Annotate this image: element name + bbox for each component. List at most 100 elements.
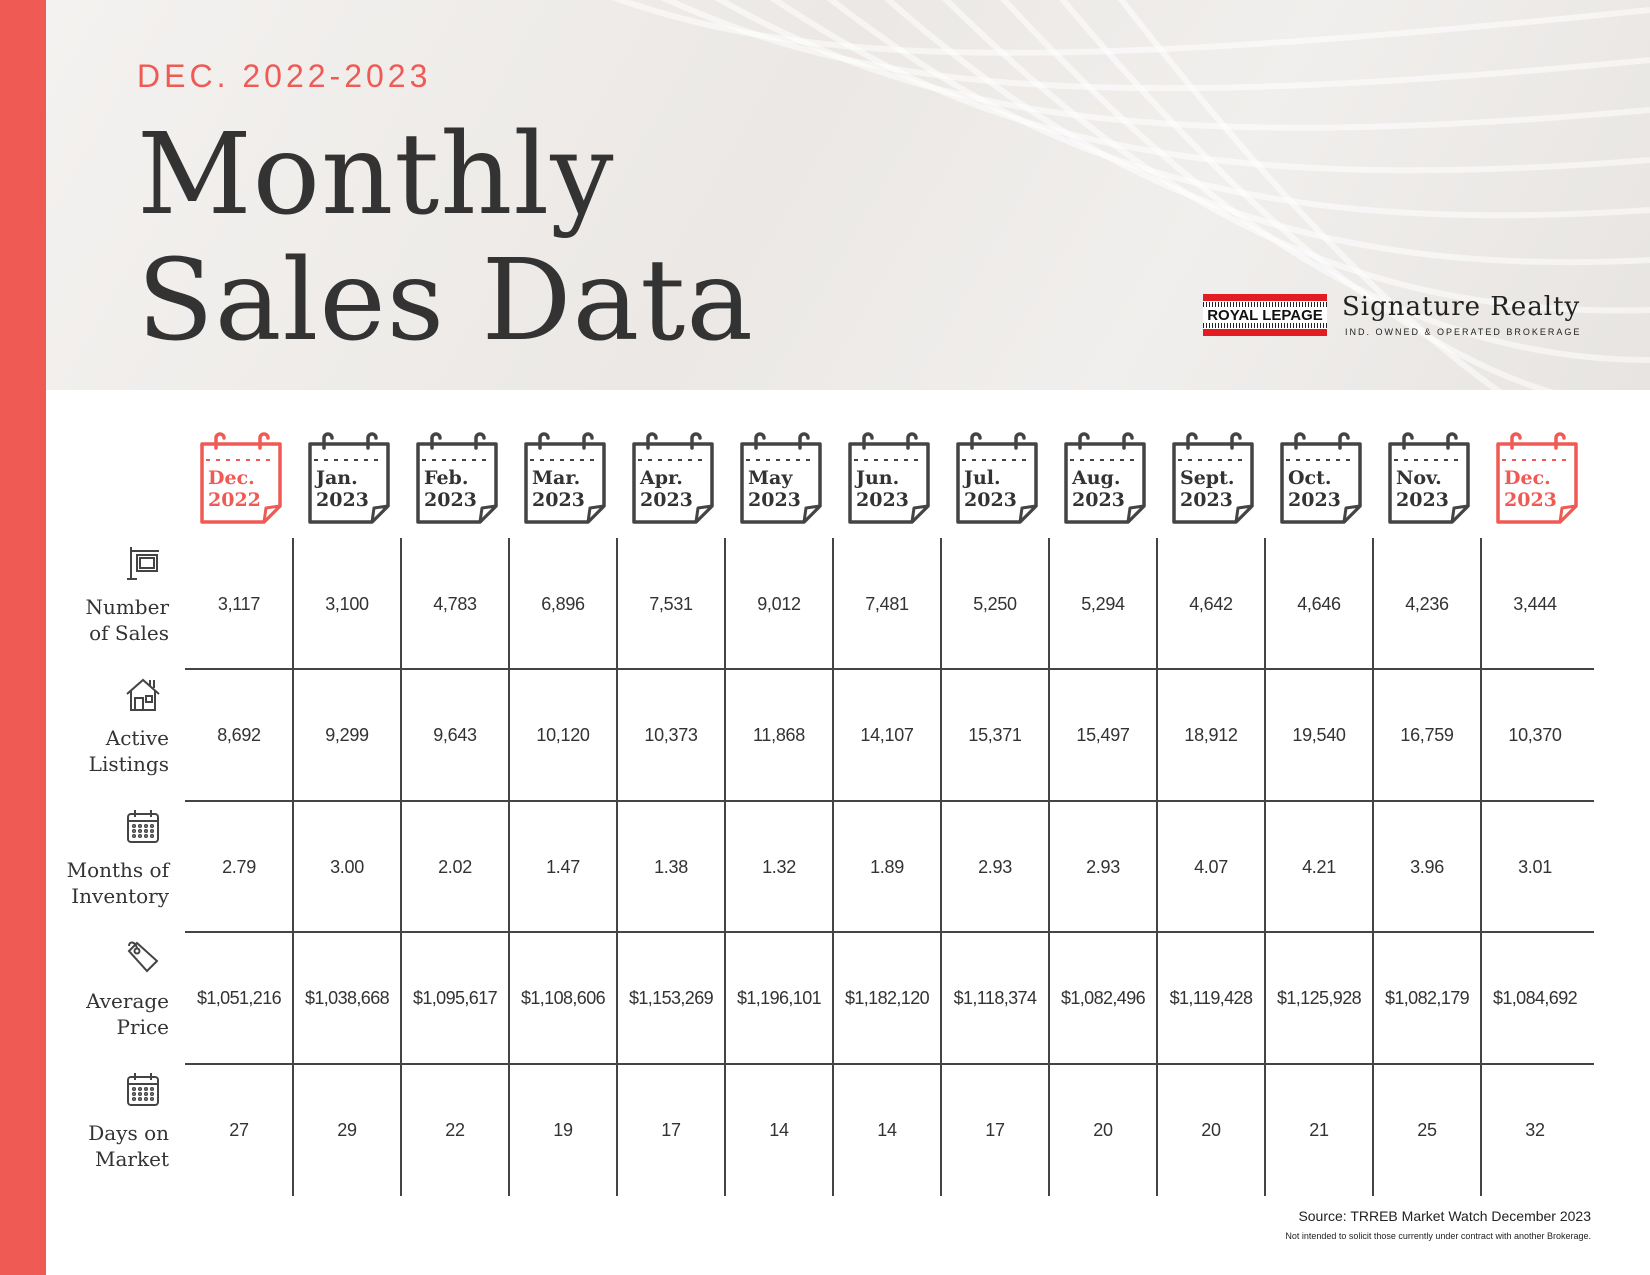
month-label: Aug.: [1072, 467, 1121, 489]
table-cell: $1,084,692: [1492, 988, 1578, 1008]
table-cell: 5,250: [973, 594, 1017, 614]
month-label: Jan.: [316, 467, 358, 489]
table-cell: $1,119,428: [1169, 988, 1253, 1008]
table-cell: 4.07: [1194, 857, 1228, 877]
column-divider: [1048, 538, 1050, 1196]
table-cell: 2.93: [978, 857, 1012, 877]
row-divider: [185, 668, 1594, 670]
table-cell: 15,371: [968, 725, 1022, 745]
year-label: 2023: [748, 489, 801, 511]
table-cell: 20: [1093, 1120, 1113, 1140]
table-cell: 2.79: [222, 857, 256, 877]
month-header-10: Oct. 2023: [1278, 432, 1364, 528]
row-divider: [185, 800, 1594, 802]
row-divider: [185, 1063, 1594, 1065]
table-cell: 9,012: [757, 594, 801, 614]
row-label: Active Listings: [19, 725, 169, 777]
column-divider: [1480, 538, 1482, 1196]
row-label-line1: Months of: [66, 858, 169, 882]
royal-lepage-logo: ROYAL LEPAGE: [1203, 294, 1327, 336]
calendar-page-icon: [1496, 432, 1578, 524]
month-label: Apr.: [640, 467, 683, 489]
table-cell: 9,643: [433, 725, 477, 745]
table-cell: 8,692: [217, 725, 261, 745]
source-note: Source: TRREB Market Watch December 2023: [1298, 1208, 1591, 1224]
table-cell: 14: [877, 1120, 897, 1140]
row-divider: [185, 931, 1594, 933]
calendar-icon: [123, 1069, 163, 1109]
table-cell: 4,646: [1297, 594, 1341, 614]
month-label: Feb.: [424, 467, 469, 489]
column-divider: [292, 538, 294, 1196]
table-cell: $1,108,606: [520, 988, 606, 1008]
table-cell: $1,196,101: [736, 988, 822, 1008]
table-cell: 18,912: [1184, 725, 1238, 745]
row-label-line2: Price: [116, 1015, 169, 1039]
row-label: Days on Market: [19, 1120, 169, 1172]
month-header-6: Jun. 2023: [846, 432, 932, 528]
month-header-3: Mar. 2023: [522, 432, 608, 528]
calendar-page-icon: [200, 432, 282, 524]
month-label: Dec.: [1504, 467, 1551, 489]
month-label: Jul.: [964, 467, 1001, 489]
table-cell: 25: [1417, 1120, 1437, 1140]
calendar-page-icon: [1388, 432, 1470, 524]
table-cell: 29: [337, 1120, 357, 1140]
table-cell: 11,868: [753, 725, 805, 745]
month-label: May: [748, 467, 793, 489]
accent-side-bar: [0, 0, 46, 1275]
column-divider: [1156, 538, 1158, 1196]
table-cell: 2.02: [438, 857, 472, 877]
month-label: Dec.: [208, 467, 255, 489]
table-cell: 27: [229, 1120, 249, 1140]
column-divider: [1372, 538, 1374, 1196]
calendar-page-icon: [308, 432, 390, 524]
year-label: 2023: [424, 489, 477, 511]
month-header-0: Dec. 2022: [198, 432, 284, 528]
table-cell: $1,125,928: [1276, 988, 1362, 1008]
table-cell: 4.21: [1302, 857, 1336, 877]
table-cell: 3,100: [325, 594, 369, 614]
month-label: Jun.: [856, 467, 900, 489]
table-cell: 4,783: [433, 594, 477, 614]
calendar-page-icon: [1172, 432, 1254, 524]
month-label: Oct.: [1288, 467, 1332, 489]
month-header-4: Apr. 2023: [630, 432, 716, 528]
table-cell: 6,896: [541, 594, 585, 614]
table-cell: 3.01: [1518, 857, 1552, 877]
table-cell: $1,153,269: [628, 988, 714, 1008]
table-cell: 17: [985, 1120, 1005, 1140]
table-cell: 21: [1309, 1120, 1329, 1140]
table-cell: 3.96: [1410, 857, 1444, 877]
month-header-12: Dec. 2023: [1494, 432, 1580, 528]
table-cell: 22: [445, 1120, 465, 1140]
brokerage-name: Signature Realty: [1342, 292, 1581, 322]
page-title-line2: Sales Data: [137, 236, 755, 366]
table-cell: 10,373: [644, 725, 698, 745]
table-cell: 7,531: [649, 594, 693, 614]
row-label-line1: Days on: [88, 1121, 169, 1145]
calendar-icon: [123, 806, 163, 846]
table-cell: 17: [661, 1120, 681, 1140]
table-cell: 3.00: [330, 857, 364, 877]
table-cell: $1,082,496: [1060, 988, 1146, 1008]
row-label-line2: Inventory: [71, 884, 169, 908]
year-label: 2023: [1072, 489, 1125, 511]
wave-pattern: [610, 0, 1650, 390]
price-tag-icon: [123, 937, 163, 977]
table-cell: 14,107: [860, 725, 914, 745]
table-cell: $1,038,668: [304, 988, 390, 1008]
month-header-5: May 2023: [738, 432, 824, 528]
year-label: 2023: [856, 489, 909, 511]
table-cell: 1.89: [870, 857, 904, 877]
row-label: Number of Sales: [19, 594, 169, 646]
month-header-2: Feb. 2023: [414, 432, 500, 528]
month-header-11: Nov. 2023: [1386, 432, 1472, 528]
page-title-line1: Monthly: [137, 110, 615, 240]
row-label: Months of Inventory: [19, 857, 169, 909]
column-divider: [940, 538, 942, 1196]
row-label-line2: Market: [95, 1147, 169, 1171]
column-divider: [616, 538, 618, 1196]
page-title: Monthly Sales Data: [137, 112, 754, 364]
table-cell: 19,540: [1292, 725, 1346, 745]
